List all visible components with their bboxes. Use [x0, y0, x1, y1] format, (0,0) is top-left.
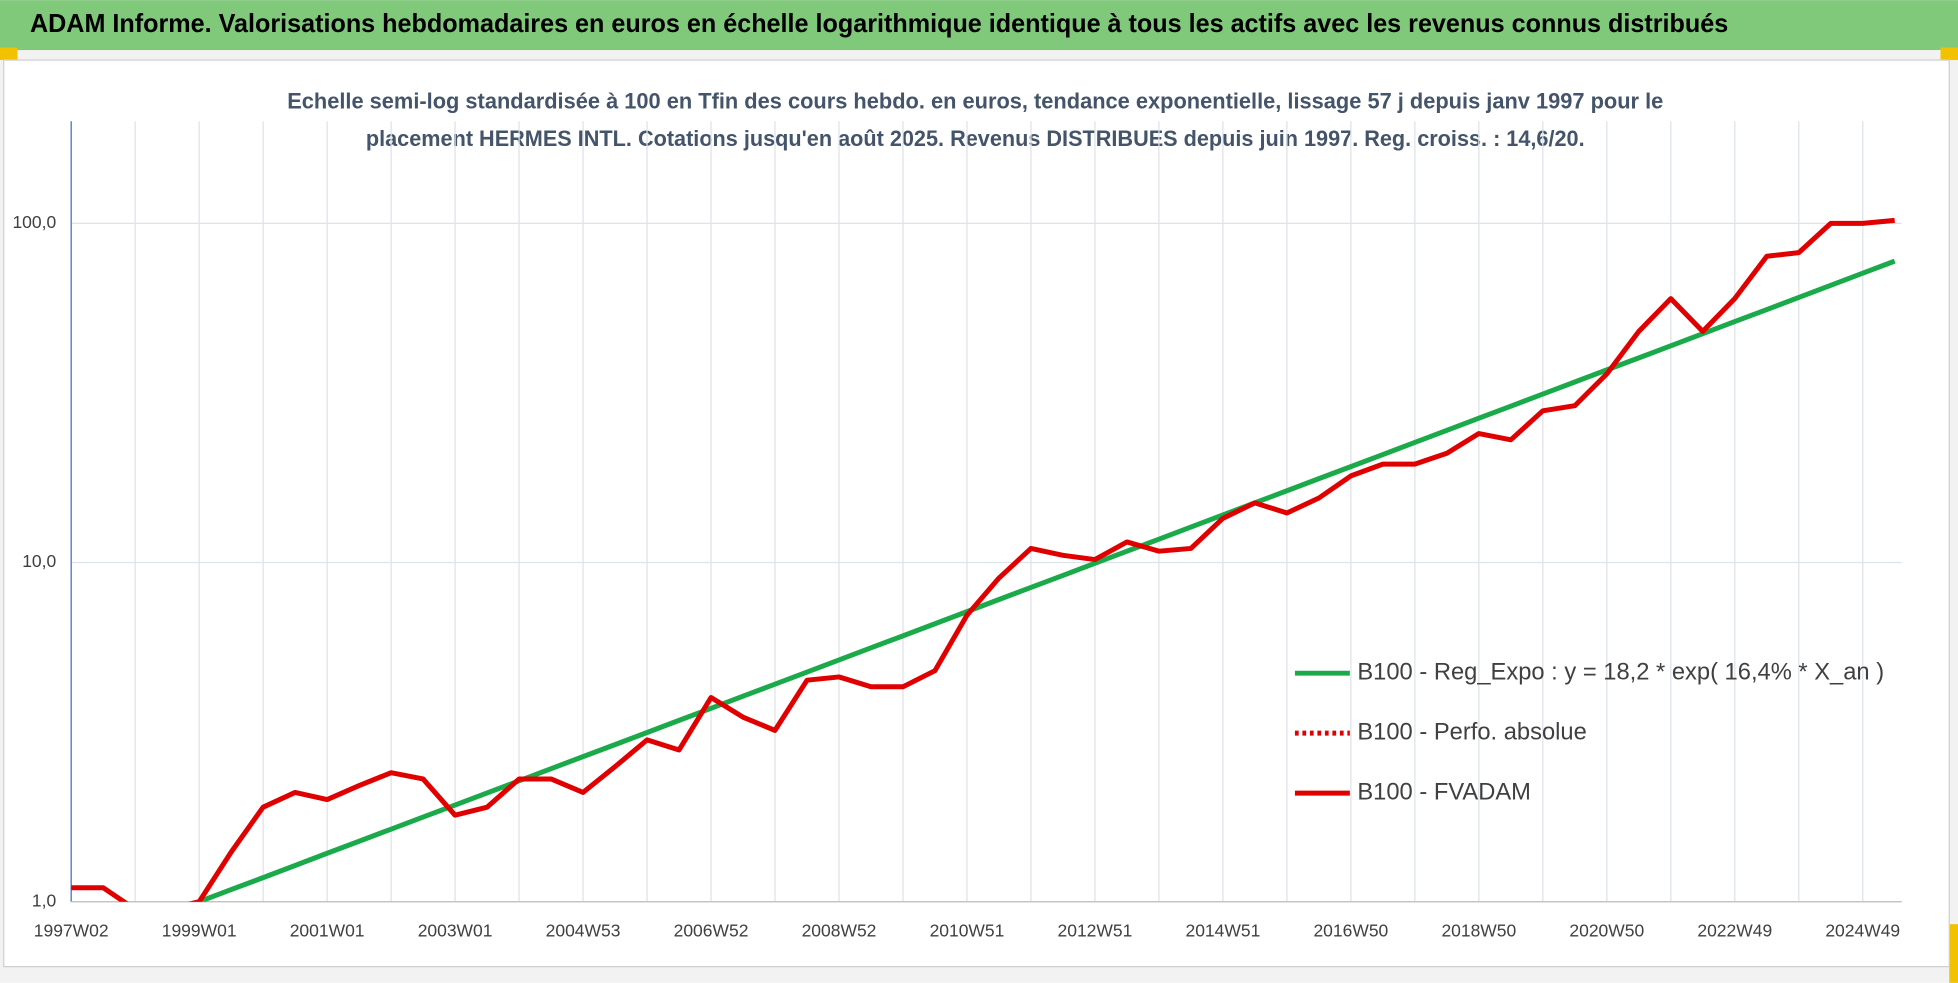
x-tick-label: 2020W50: [1569, 920, 1644, 940]
legend-label: B100 - Reg_Expo : y = 18,2 * exp( 16,4% …: [1357, 659, 1884, 685]
corner: [1940, 47, 1958, 61]
x-tick-label: 1999W01: [162, 920, 237, 940]
page-title: ADAM Informe. Valorisations hebdomadaire…: [30, 8, 1728, 38]
header-bar: [0, 0, 1958, 51]
x-tick-label: 2010W51: [930, 920, 1005, 940]
x-tick-label: 2012W51: [1058, 920, 1133, 940]
corner: [1949, 924, 1958, 983]
plot-area: [71, 217, 1896, 902]
y-tick-label: 1,0: [32, 890, 57, 910]
data-line: [71, 217, 1895, 902]
x-tick-label: 2008W52: [802, 920, 877, 940]
x-tick-label: 2006W52: [674, 920, 749, 940]
data-line: [192, 258, 1896, 902]
y-tick-label: 10,0: [22, 551, 56, 571]
y-tick-label: 100,0: [12, 212, 56, 232]
x-tick-label: 2024W49: [1825, 920, 1900, 940]
x-tick-label: 2018W50: [1441, 920, 1516, 940]
legend-label: B100 - FVADAM: [1357, 779, 1531, 805]
legend-label: B100 - Perfo. absolue: [1357, 719, 1586, 745]
x-tick-label: 1997W02: [34, 920, 109, 940]
x-tick-label: 2004W53: [546, 920, 621, 940]
corner: [0, 47, 18, 61]
x-tick-label: 2022W49: [1697, 920, 1772, 940]
subtitle: Echelle semi-log standardisée à 100 en T…: [287, 88, 1663, 113]
subtitle: placement HERMES INTL. Cotations jusqu'e…: [366, 126, 1585, 151]
chart-panel: [3, 59, 1950, 968]
x-tick-label: 2016W50: [1313, 920, 1388, 940]
x-tick-label: 2001W01: [290, 920, 365, 940]
x-tick-label: 2014W51: [1186, 920, 1261, 940]
x-tick-label: 2003W01: [418, 920, 493, 940]
